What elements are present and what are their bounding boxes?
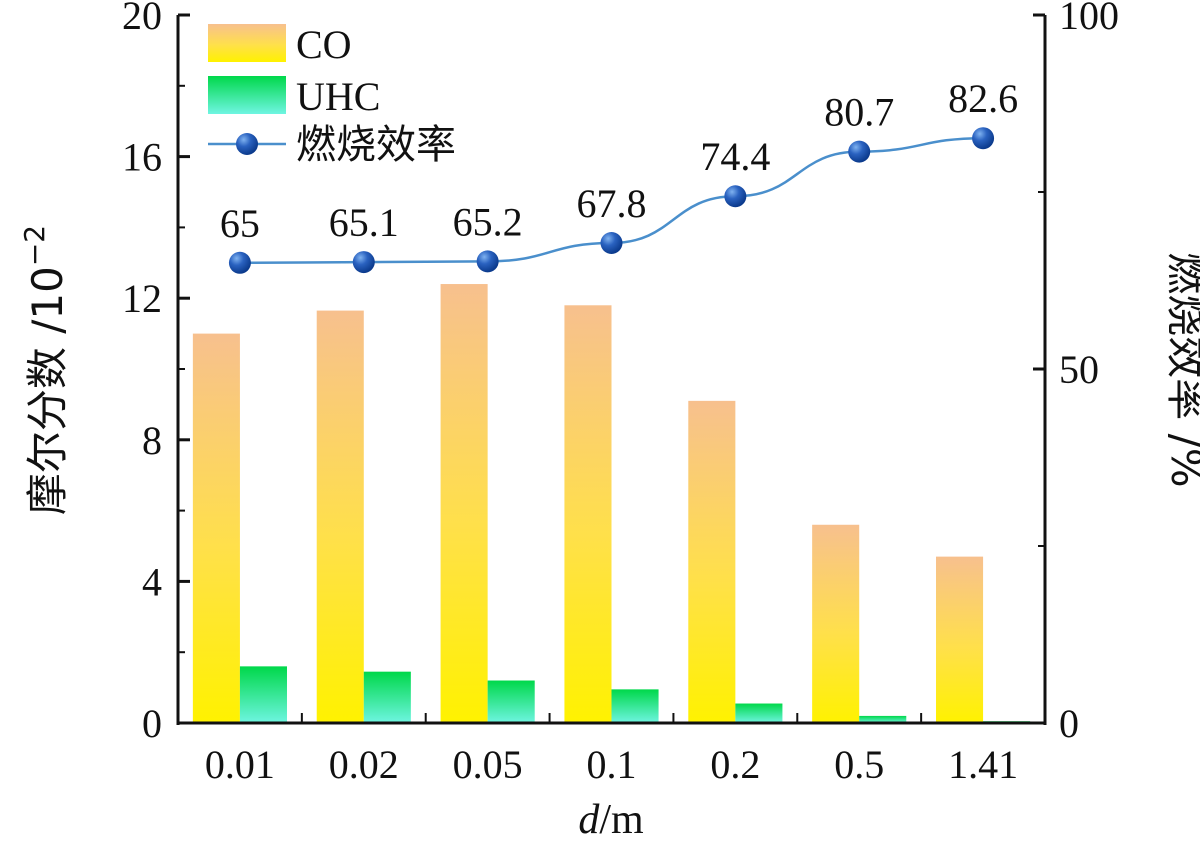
right-tick-label-100: 100 (1059, 0, 1119, 38)
legend-swatch-uhc (208, 76, 286, 114)
left-y-axis-title-exp: −2 (18, 225, 51, 266)
bar-uhc-0.5 (859, 715, 907, 723)
data-label-0.2: 74.4 (700, 134, 770, 179)
x-axis-title: d/m (578, 797, 644, 843)
efficiency-marker-0.01 (228, 251, 251, 274)
right-y-ticks: 0 50 100 (1033, 0, 1119, 746)
legend-swatch-co (208, 24, 286, 62)
left-tick-label-20: 20 (122, 0, 162, 38)
bar-uhc-0.1 (611, 689, 659, 723)
bar-co-0.1 (564, 305, 612, 723)
x-tick-label-0.2: 0.2 (710, 742, 760, 787)
left-y-axis-title: 摩尔分数 /10−2 (18, 225, 72, 515)
data-label-1.41: 82.6 (948, 76, 1018, 121)
bar-co-0.2 (688, 400, 736, 723)
left-tick-label-8: 8 (142, 418, 162, 463)
bar-uhc-0.05 (487, 680, 535, 723)
data-label-0.5: 80.7 (824, 90, 894, 135)
x-tick-label-1.41: 1.41 (948, 742, 1018, 787)
data-label-0.01: 65 (220, 201, 260, 246)
left-y-axis-title-text: 摩尔分数 /10 (23, 266, 72, 515)
right-y-axis-title: 燃烧效率 /% (1162, 252, 1200, 487)
x-tick-label-0.05: 0.05 (453, 742, 523, 787)
efficiency-marker-1.41 (972, 127, 995, 150)
legend-label-uhc: UHC (296, 74, 380, 119)
x-tick-label-0.5: 0.5 (834, 742, 884, 787)
bar-co-0.02 (316, 310, 364, 723)
bar-co-1.41 (936, 556, 984, 723)
bar-co-0.5 (812, 524, 860, 723)
left-y-ticks: 0 4 8 12 16 20 (122, 0, 190, 746)
combustion-efficiency-markers (228, 127, 995, 274)
efficiency-marker-0.1 (600, 231, 623, 254)
right-tick-label-0: 0 (1059, 701, 1079, 746)
left-tick-label-16: 16 (122, 135, 162, 180)
uhc-bars (239, 666, 1031, 723)
legend-label-co: CO (296, 22, 352, 67)
legend-label-efficiency: 燃烧效率 (296, 122, 456, 168)
data-label-0.05: 65.2 (453, 199, 523, 244)
bar-co-0.01 (192, 333, 240, 723)
x-axis-title-unit: /m (599, 797, 644, 843)
bar-uhc-0.2 (735, 703, 783, 723)
bar-uhc-0.02 (363, 671, 411, 723)
legend: CO UHC 燃烧效率 (208, 22, 456, 168)
right-tick-label-50: 50 (1059, 347, 1099, 392)
data-labels: 65 65.1 65.2 67.8 74.4 80.7 82.6 (220, 76, 1018, 246)
legend-marker-efficiency (236, 133, 258, 155)
x-axis-title-var: d (578, 797, 600, 843)
efficiency-marker-0.05 (476, 250, 499, 273)
data-label-0.02: 65.1 (329, 200, 399, 245)
x-tick-label-0.1: 0.1 (587, 742, 637, 787)
left-tick-label-4: 4 (142, 559, 162, 604)
data-label-0.1: 67.8 (577, 181, 647, 226)
x-tick-label-0.01: 0.01 (205, 742, 275, 787)
bar-uhc-0.01 (239, 666, 287, 723)
left-tick-label-0: 0 (142, 701, 162, 746)
co-bars (192, 284, 984, 723)
efficiency-marker-0.2 (724, 185, 747, 208)
left-tick-label-12: 12 (122, 276, 162, 321)
x-tick-label-0.02: 0.02 (329, 742, 399, 787)
x-ticks: 0.01 0.02 0.05 0.1 0.2 0.5 1.41 (205, 713, 1018, 787)
efficiency-marker-0.02 (352, 251, 375, 274)
bar-co-0.05 (440, 284, 488, 723)
efficiency-marker-0.5 (848, 140, 871, 163)
